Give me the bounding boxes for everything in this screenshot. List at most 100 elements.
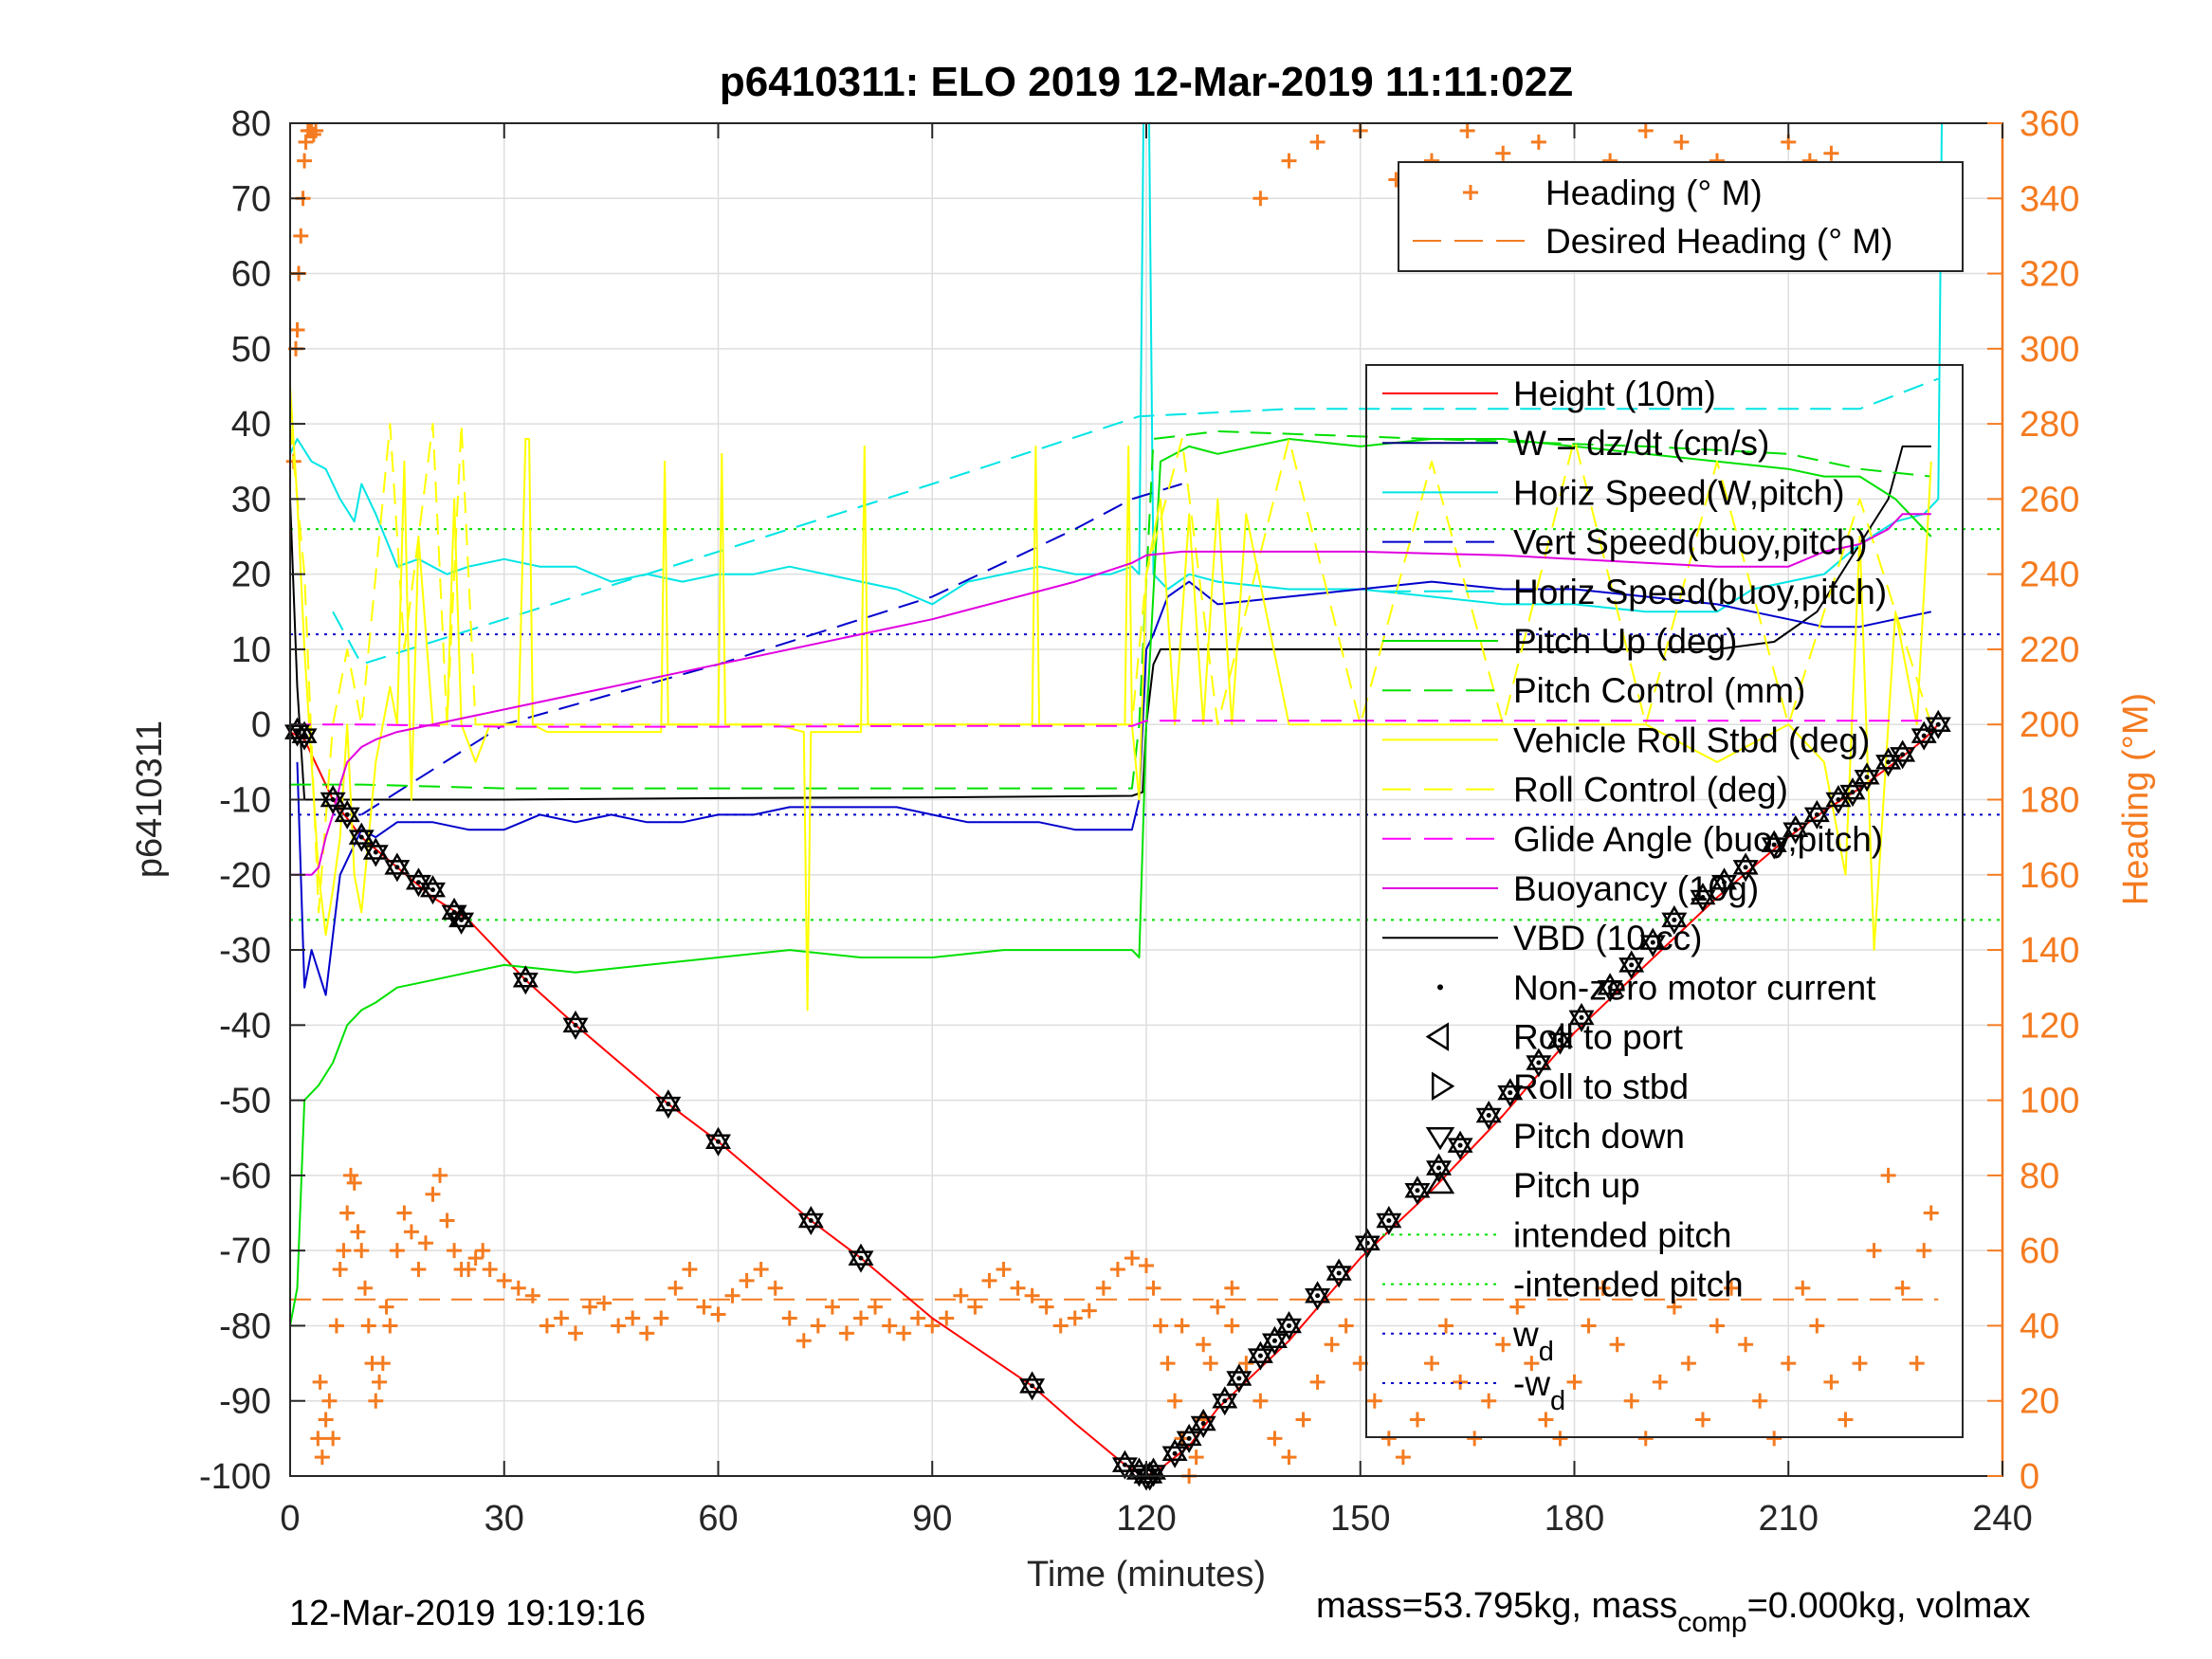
pitch-up-marker bbox=[1782, 814, 1809, 837]
heading-point bbox=[724, 1287, 740, 1304]
heading-point bbox=[432, 1167, 448, 1183]
pitch-down-marker bbox=[1447, 1138, 1473, 1160]
motor-current-dot bbox=[1886, 759, 1892, 765]
y-tick-label: -20 bbox=[219, 856, 271, 896]
x-tick-label: 240 bbox=[1972, 1499, 2032, 1539]
x-tick-label: 120 bbox=[1116, 1499, 1176, 1539]
heading-point bbox=[1530, 134, 1546, 150]
motor-current-dot bbox=[858, 1255, 864, 1261]
heading-point bbox=[568, 1325, 583, 1341]
pitch-down-marker bbox=[1890, 747, 1916, 770]
legend-entry-label: Horiz Speed(buoy,pitch) bbox=[1513, 573, 1887, 611]
pitch-up-marker bbox=[1325, 1258, 1352, 1281]
heading-point bbox=[1538, 1412, 1554, 1428]
legend-entry-label: Desired Heading (° M) bbox=[1545, 222, 1892, 261]
y-right-tick-label: 180 bbox=[2020, 781, 2079, 821]
heading-point bbox=[596, 1295, 612, 1311]
pitch-down-marker bbox=[1226, 1371, 1252, 1394]
pitch-up-marker bbox=[1618, 950, 1645, 973]
heading-point bbox=[710, 1306, 726, 1322]
pitch-down-marker bbox=[1354, 1235, 1380, 1258]
pitch-down-marker bbox=[1661, 912, 1688, 935]
heading-point bbox=[1709, 1318, 1725, 1334]
y-tick-label: 20 bbox=[231, 556, 271, 595]
motor-current-dot bbox=[1030, 1383, 1035, 1389]
pitch-up-marker bbox=[1803, 799, 1830, 823]
heading-point bbox=[1252, 1393, 1269, 1409]
heading-point bbox=[336, 1243, 352, 1259]
grid bbox=[289, 122, 2003, 1477]
pitch-up-marker bbox=[1247, 1340, 1273, 1363]
heading-point bbox=[981, 1272, 997, 1288]
heading-point bbox=[1338, 1318, 1354, 1334]
pitch-down-marker bbox=[1639, 935, 1666, 957]
pitch-up-marker bbox=[420, 875, 446, 898]
motor-current-dot bbox=[1864, 775, 1870, 780]
pitch-down-marker bbox=[797, 1212, 824, 1235]
pitch-up-marker bbox=[1711, 867, 1737, 890]
motor-current-dot bbox=[459, 917, 465, 922]
pitch-up-marker bbox=[655, 1089, 682, 1112]
series-line bbox=[290, 720, 1931, 728]
pitch-down-marker bbox=[1497, 1085, 1524, 1108]
motor-current-dot bbox=[1935, 721, 1941, 727]
y-right-tick-label: 320 bbox=[2020, 255, 2079, 295]
pitch-down-marker bbox=[1190, 1415, 1216, 1439]
heading-point bbox=[1809, 1318, 1825, 1334]
pitch-up-marker bbox=[1526, 1048, 1552, 1070]
motor-current-dot bbox=[1557, 1037, 1563, 1043]
heading-point bbox=[1281, 1449, 1297, 1466]
series-line bbox=[296, 580, 1932, 996]
heading-point bbox=[312, 1374, 328, 1390]
y-right-tick-label: 240 bbox=[2020, 556, 2079, 595]
motor-current-dot bbox=[1722, 880, 1728, 885]
heading-point bbox=[350, 1224, 366, 1240]
heading-point bbox=[1095, 1280, 1111, 1296]
series-line bbox=[332, 377, 1939, 665]
heading-point bbox=[1923, 1205, 1939, 1221]
heading-point bbox=[1781, 1356, 1797, 1372]
heading-point bbox=[389, 1243, 405, 1259]
motor-current-dot bbox=[1271, 1338, 1277, 1343]
y-right-tick-label: 300 bbox=[2020, 330, 2079, 370]
heading-point bbox=[475, 1243, 491, 1259]
heading-point bbox=[1210, 1299, 1226, 1315]
heading-point bbox=[795, 1333, 812, 1349]
heading-point bbox=[1581, 1318, 1597, 1334]
y-tick-label: 10 bbox=[231, 630, 271, 670]
pitch-down-marker bbox=[1325, 1266, 1352, 1288]
heading-point bbox=[739, 1272, 755, 1288]
y-tick-label: -70 bbox=[219, 1231, 271, 1271]
motor-current-dot bbox=[1122, 1462, 1127, 1468]
legend-entry-label: VBD (10 cc) bbox=[1513, 919, 1702, 957]
heading-point bbox=[882, 1318, 898, 1334]
heading-point bbox=[1024, 1287, 1040, 1304]
heading-point bbox=[1224, 1318, 1240, 1334]
motor-current-dot bbox=[415, 880, 421, 885]
heading-point bbox=[1145, 1280, 1161, 1296]
pitch-up-marker bbox=[1839, 777, 1866, 800]
pitch-down-marker bbox=[1247, 1348, 1273, 1371]
pitch-down-marker bbox=[705, 1134, 731, 1157]
pitch-up-marker bbox=[1226, 1363, 1252, 1386]
y-tick-label: -30 bbox=[219, 931, 271, 971]
motor-current-dot bbox=[666, 1102, 671, 1107]
heading-point bbox=[1837, 1412, 1854, 1428]
heading-point bbox=[382, 1318, 398, 1334]
legend-entry-label: Pitch up bbox=[1513, 1166, 1640, 1205]
y-right-tick-label: 140 bbox=[2020, 931, 2079, 971]
motor-current-dot bbox=[1850, 790, 1856, 795]
heading-point bbox=[1738, 1337, 1754, 1353]
heading-point bbox=[308, 122, 324, 138]
motor-current-dot bbox=[1151, 1469, 1157, 1475]
y-right-tick-label: 260 bbox=[2020, 480, 2079, 520]
legend-tri-left-icon bbox=[1425, 1022, 1450, 1051]
pitch-down-marker bbox=[1711, 874, 1737, 898]
heading-point bbox=[653, 1310, 669, 1326]
heading-point bbox=[1453, 1374, 1469, 1390]
legend-tri-right-icon bbox=[1431, 1071, 1455, 1102]
pitch-up-marker bbox=[1475, 1100, 1502, 1123]
pitch-up-marker bbox=[1497, 1078, 1524, 1101]
heading-point bbox=[1010, 1280, 1026, 1296]
pitch-down-marker bbox=[1854, 769, 1880, 793]
